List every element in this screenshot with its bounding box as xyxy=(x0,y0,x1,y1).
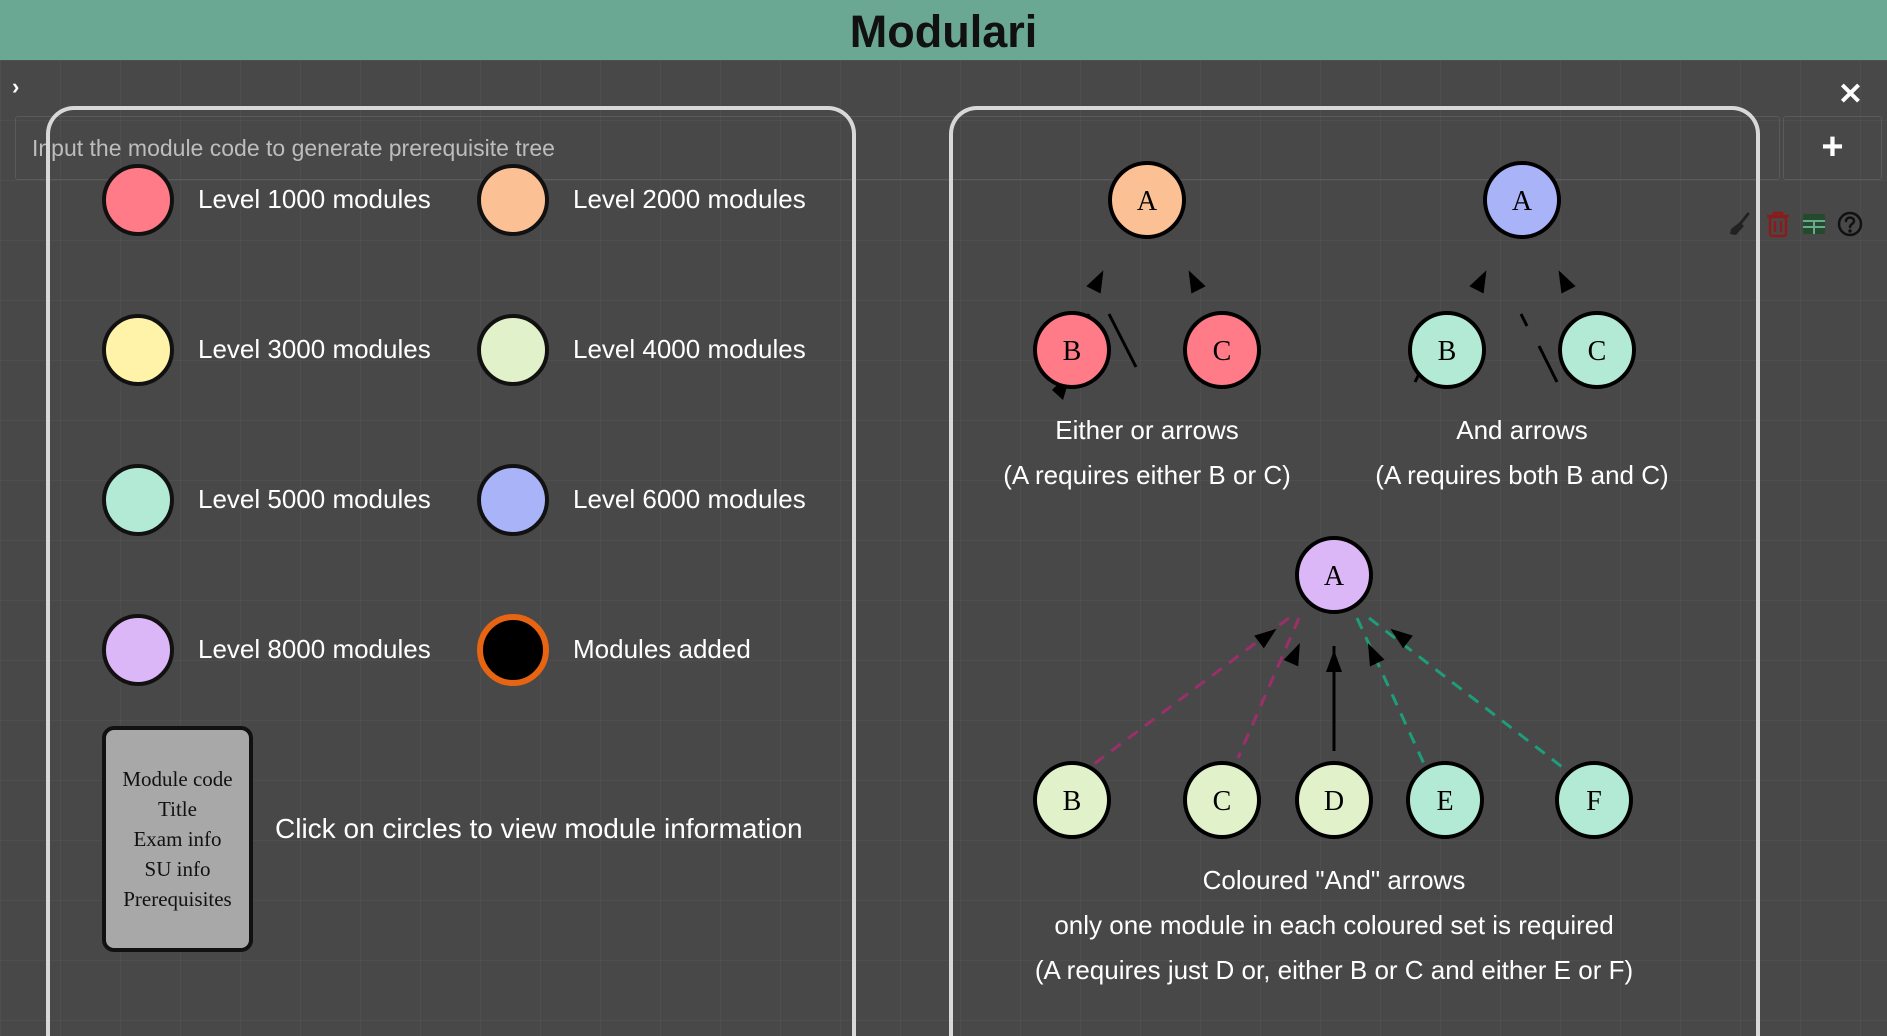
set1-arrowhead-c xyxy=(1283,643,1300,667)
and-arrowhead-d xyxy=(1326,650,1342,672)
level-2000-label: Level 2000 modules xyxy=(573,184,806,214)
level-2000-swatch xyxy=(477,164,549,236)
module-info-box: Module code Title Exam info SU info Prer… xyxy=(102,726,253,952)
legend-panel xyxy=(46,106,856,1036)
svg-text:C: C xyxy=(1213,786,1232,817)
coloured-node-f[interactable]: F xyxy=(1555,761,1633,839)
svg-text:B: B xyxy=(1063,786,1082,817)
app-title: Modulari xyxy=(849,6,1038,57)
set2-arrowhead-f xyxy=(1390,628,1413,649)
coloured-and-edges xyxy=(1089,616,1567,772)
svg-text:F: F xyxy=(1586,786,1602,817)
level-8000-swatch xyxy=(102,614,174,686)
info-line-exam: Exam info xyxy=(133,827,222,851)
either-or-arrowhead-c xyxy=(1188,270,1206,294)
svg-text:C: C xyxy=(1213,336,1232,367)
add-module-button[interactable]: + xyxy=(1783,116,1882,180)
level-1000-swatch xyxy=(102,164,174,236)
coloured-node-b[interactable]: B xyxy=(1033,761,1111,839)
level-6000-label: Level 6000 modules xyxy=(573,484,806,514)
either-or-edge-c xyxy=(1107,313,1138,368)
broom-icon[interactable] xyxy=(1726,210,1754,238)
level-6000-swatch xyxy=(477,464,549,536)
coloured-node-e[interactable]: E xyxy=(1406,761,1484,839)
set2-edge-e xyxy=(1355,617,1427,767)
module-input-row: + xyxy=(15,116,1882,180)
help-icon[interactable] xyxy=(1836,210,1864,238)
set2-arrowhead-e xyxy=(1367,643,1385,667)
app-header: Modulari xyxy=(0,0,1887,60)
svg-text:A: A xyxy=(1137,186,1158,217)
and-arrowhead-b xyxy=(1469,270,1487,294)
and-node-c[interactable]: C xyxy=(1558,311,1636,389)
table-icon[interactable] xyxy=(1800,210,1828,238)
level-4000-swatch xyxy=(477,314,549,386)
and-node-a[interactable]: A xyxy=(1483,161,1561,239)
level-1000-label: Level 1000 modules xyxy=(198,184,431,214)
sidebar-toggle-chevron-icon[interactable]: › xyxy=(12,74,20,99)
coloured-caption-title: Coloured "And" arrows xyxy=(1202,865,1466,895)
and-arrowhead-c xyxy=(1558,270,1576,294)
level-4000-label: Level 4000 modules xyxy=(573,334,806,364)
trash-icon[interactable] xyxy=(1764,210,1792,238)
svg-text:B: B xyxy=(1063,336,1082,367)
svg-text:D: D xyxy=(1324,786,1344,817)
svg-text:A: A xyxy=(1512,186,1533,217)
modules-added-swatch xyxy=(477,614,549,686)
and-edge-c-lower xyxy=(1537,345,1559,383)
level-5000-swatch xyxy=(102,464,174,536)
either-or-caption-detail: (A requires either B or C) xyxy=(1003,460,1291,490)
coloured-node-a[interactable]: A xyxy=(1295,536,1373,614)
arrowheads xyxy=(1086,270,1576,672)
either-or-caption-title: Either or arrows xyxy=(1055,415,1239,445)
info-line-prereqs: Prerequisites xyxy=(123,887,232,911)
and-caption: And arrows (A requires both B and C) xyxy=(1372,408,1672,498)
set1-edge-c xyxy=(1236,617,1301,759)
level-8000-label: Level 8000 modules xyxy=(198,634,431,664)
either-or-node-a[interactable]: A xyxy=(1108,161,1186,239)
level-5000-label: Level 5000 modules xyxy=(198,484,431,514)
either-or-node-c[interactable]: C xyxy=(1183,311,1261,389)
and-caption-detail: (A requires both B and C) xyxy=(1375,460,1669,490)
info-line-title: Title xyxy=(158,797,197,821)
level-3000-swatch xyxy=(102,314,174,386)
either-or-arrowhead-b xyxy=(1086,270,1104,294)
either-or-caption: Either or arrows (A requires either B or… xyxy=(1002,408,1292,498)
arrow-examples-diagram: A B C A B C A B C D E F xyxy=(1033,161,1636,839)
coloured-node-d[interactable]: D xyxy=(1295,761,1373,839)
coloured-node-c[interactable]: C xyxy=(1183,761,1261,839)
modules-added-label: Modules added xyxy=(573,634,751,664)
coloured-caption-line2: only one module in each coloured set is … xyxy=(1054,910,1614,940)
and-edge-c-upper xyxy=(1519,313,1529,327)
and-node-b[interactable]: B xyxy=(1408,311,1486,389)
coloured-and-caption: Coloured "And" arrows only one module in… xyxy=(1034,858,1634,993)
and-caption-title: And arrows xyxy=(1456,415,1588,445)
toolbar xyxy=(1726,210,1876,240)
svg-text:B: B xyxy=(1438,336,1457,367)
module-code-input[interactable] xyxy=(15,116,1780,180)
close-legend-icon[interactable]: ✕ xyxy=(1837,78,1863,111)
arrow-examples-panel xyxy=(949,106,1760,1036)
level-3000-label: Level 3000 modules xyxy=(198,334,431,364)
info-line-su: SU info xyxy=(144,857,211,881)
svg-text:A: A xyxy=(1324,561,1345,592)
set1-arrowhead-b xyxy=(1254,628,1277,649)
info-line-module-code: Module code xyxy=(122,767,233,791)
svg-text:C: C xyxy=(1588,336,1607,367)
svg-text:E: E xyxy=(1436,786,1453,817)
click-note: Click on circles to view module informat… xyxy=(275,813,803,844)
coloured-caption-detail: (A requires just D or, either B or C and… xyxy=(1034,955,1634,985)
either-or-node-b[interactable]: B xyxy=(1033,311,1111,389)
